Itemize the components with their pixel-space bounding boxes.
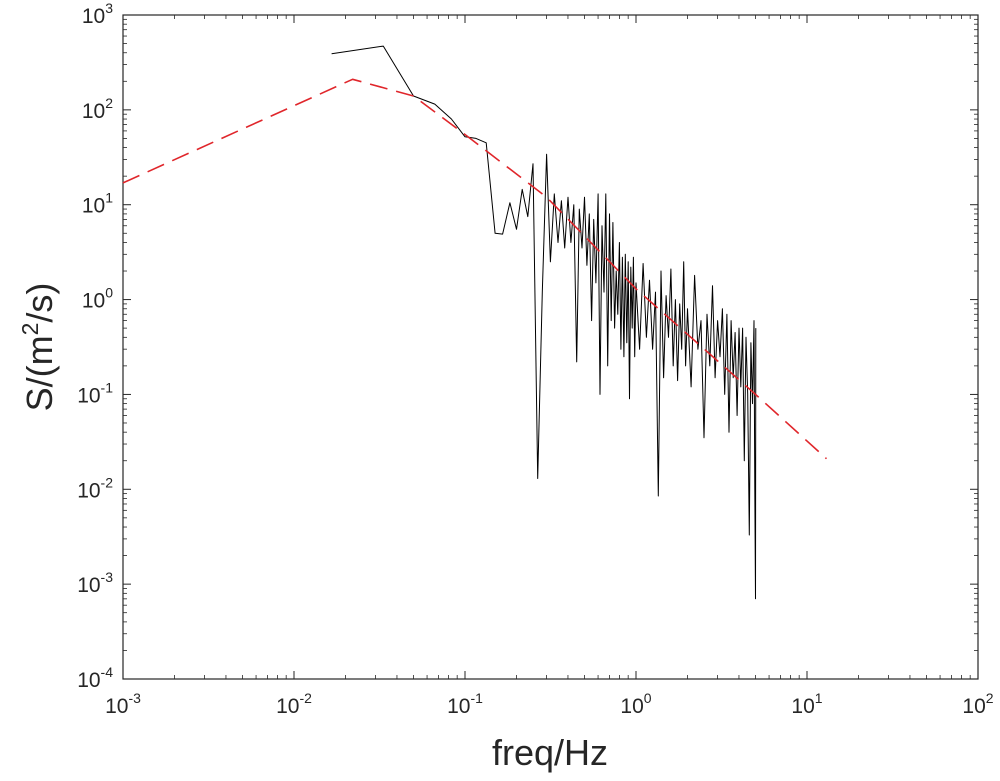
tick-marks bbox=[122, 14, 979, 680]
x-axis-title: freq/Hz bbox=[492, 732, 608, 773]
x-tick-label-exponent: -3 bbox=[128, 690, 141, 706]
y-tick-label-exponent: -4 bbox=[101, 664, 114, 680]
x-tick-label-exponent: -1 bbox=[470, 690, 483, 706]
x-tick-label-base: 10 bbox=[447, 695, 470, 718]
y-axis-title-exponent: 2 bbox=[17, 323, 43, 336]
y-tick-label-base: 10 bbox=[82, 100, 105, 123]
x-tick-label-exponent: 1 bbox=[815, 690, 823, 706]
x-tick-label: 102 bbox=[962, 690, 993, 718]
y-tick-label: 10-2 bbox=[77, 474, 113, 502]
y-axis-title-prefix: S/(m bbox=[19, 335, 60, 411]
y-tick-label-exponent: -1 bbox=[101, 379, 114, 395]
x-tick-label: 10-2 bbox=[276, 690, 312, 718]
y-tick-label: 101 bbox=[82, 190, 113, 218]
y-tick-label-base: 10 bbox=[77, 384, 100, 407]
series-layer bbox=[122, 45, 828, 600]
plot-area bbox=[122, 14, 979, 680]
x-tick-label-exponent: 2 bbox=[986, 690, 994, 706]
y-axis-title: S/(m2/s) bbox=[17, 283, 60, 412]
y-axis-title-suffix: /s) bbox=[19, 283, 60, 323]
x-tick-label-exponent: 0 bbox=[644, 690, 652, 706]
y-tick-label: 103 bbox=[82, 0, 113, 28]
x-tick-label: 10-3 bbox=[105, 690, 141, 718]
y-tick-label: 10-4 bbox=[77, 664, 113, 692]
x-tick-label-base: 10 bbox=[105, 695, 128, 718]
x-tick-label-base: 10 bbox=[791, 695, 814, 718]
x-tick-label-base: 10 bbox=[276, 695, 299, 718]
measured-spectrum-line bbox=[331, 45, 757, 600]
x-tick-label-base: 10 bbox=[620, 695, 643, 718]
y-tick-label-exponent: 3 bbox=[105, 0, 113, 16]
y-tick-label: 100 bbox=[82, 285, 113, 313]
x-tick-label: 100 bbox=[620, 690, 651, 718]
fitted-spectrum-line bbox=[122, 78, 828, 460]
y-tick-label-base: 10 bbox=[82, 290, 105, 313]
y-tick-label-exponent: 2 bbox=[105, 95, 113, 111]
y-tick-label: 102 bbox=[82, 95, 113, 123]
y-tick-label-base: 10 bbox=[77, 574, 100, 597]
x-tick-labels: 10-3 10-2 10-1 100 101 102 bbox=[105, 690, 994, 718]
y-tick-label-exponent: -3 bbox=[101, 569, 114, 585]
x-tick-label-exponent: -2 bbox=[299, 690, 312, 706]
y-tick-label-exponent: 1 bbox=[105, 190, 113, 206]
y-tick-label-base: 10 bbox=[77, 479, 100, 502]
y-tick-label-base: 10 bbox=[82, 195, 105, 218]
x-tick-label: 10-1 bbox=[447, 690, 483, 718]
x-tick-label: 101 bbox=[791, 690, 822, 718]
y-tick-label-base: 10 bbox=[82, 5, 105, 28]
y-tick-label-base: 10 bbox=[77, 669, 100, 692]
y-tick-label-exponent: 0 bbox=[105, 285, 113, 301]
y-tick-label: 10-1 bbox=[77, 379, 113, 407]
y-tick-label-exponent: -2 bbox=[101, 474, 114, 490]
y-tick-label: 10-3 bbox=[77, 569, 113, 597]
x-tick-label-base: 10 bbox=[962, 695, 985, 718]
